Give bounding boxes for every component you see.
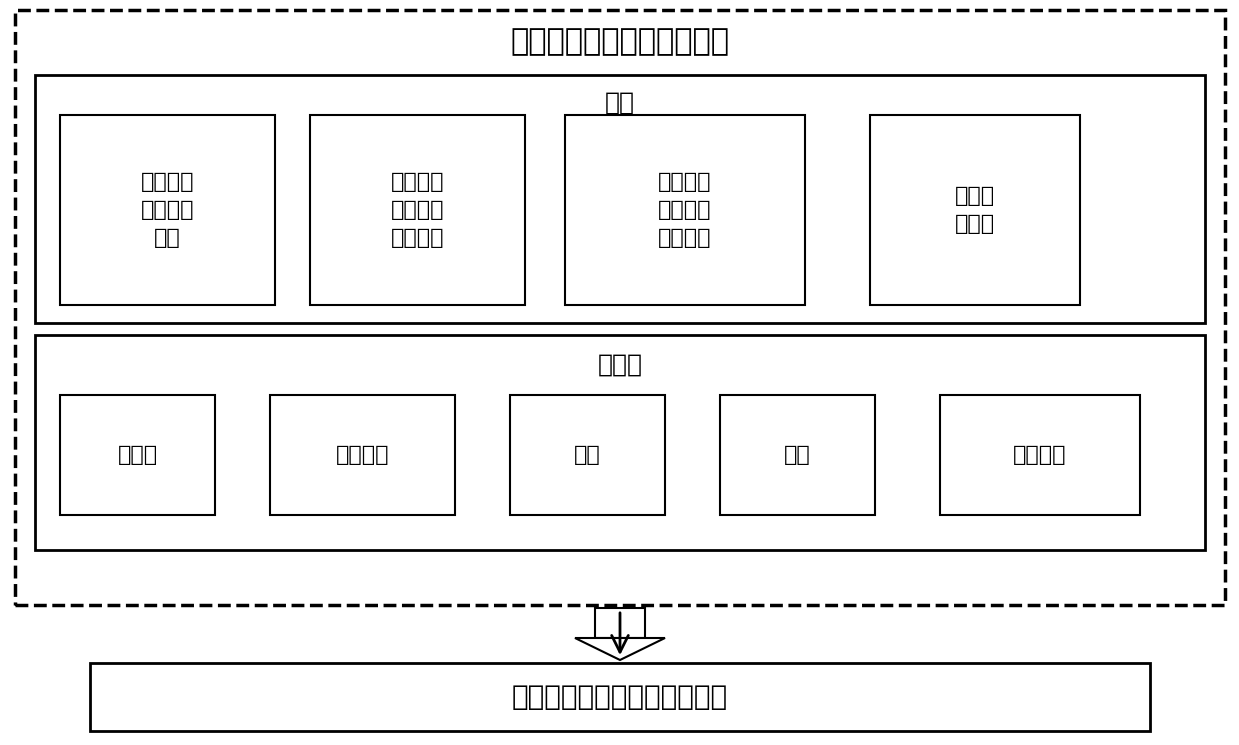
FancyBboxPatch shape <box>595 608 646 638</box>
FancyBboxPatch shape <box>870 115 1080 305</box>
FancyBboxPatch shape <box>270 395 455 515</box>
Text: 自备电厂
余热余压
机组发电: 自备电厂 余热余压 机组发电 <box>658 172 711 248</box>
FancyBboxPatch shape <box>510 395 665 515</box>
Text: 负荷侧: 负荷侧 <box>597 353 643 377</box>
FancyBboxPatch shape <box>15 10 1225 605</box>
FancyBboxPatch shape <box>90 663 1150 731</box>
FancyBboxPatch shape <box>59 395 216 515</box>
FancyBboxPatch shape <box>565 115 805 305</box>
Text: 源测: 源测 <box>605 91 636 115</box>
FancyBboxPatch shape <box>720 395 875 515</box>
Text: 电力照明: 电力照明 <box>336 445 389 465</box>
Text: 自备电厂
热电联产
机组发电: 自备电厂 热电联产 机组发电 <box>390 172 445 248</box>
FancyBboxPatch shape <box>35 75 1206 323</box>
FancyBboxPatch shape <box>310 115 525 305</box>
Text: 储能装
置供电: 储能装 置供电 <box>955 186 995 234</box>
FancyBboxPatch shape <box>940 395 1140 515</box>
FancyBboxPatch shape <box>59 115 275 305</box>
Text: 电炉: 电炉 <box>574 445 601 465</box>
Text: 自备电厂发用电资源等效负荷: 自备电厂发用电资源等效负荷 <box>512 683 729 711</box>
Text: 自备电厂所属企业源荷系统: 自备电厂所属企业源荷系统 <box>510 28 730 57</box>
Text: 电动机: 电动机 <box>118 445 157 465</box>
Polygon shape <box>575 638 665 660</box>
Text: 电解设备: 电解设备 <box>1014 445 1067 465</box>
FancyBboxPatch shape <box>35 335 1206 550</box>
Text: 电焊: 电焊 <box>784 445 810 465</box>
Text: 自备电厂
燃煤机组
发电: 自备电厂 燃煤机组 发电 <box>141 172 195 248</box>
